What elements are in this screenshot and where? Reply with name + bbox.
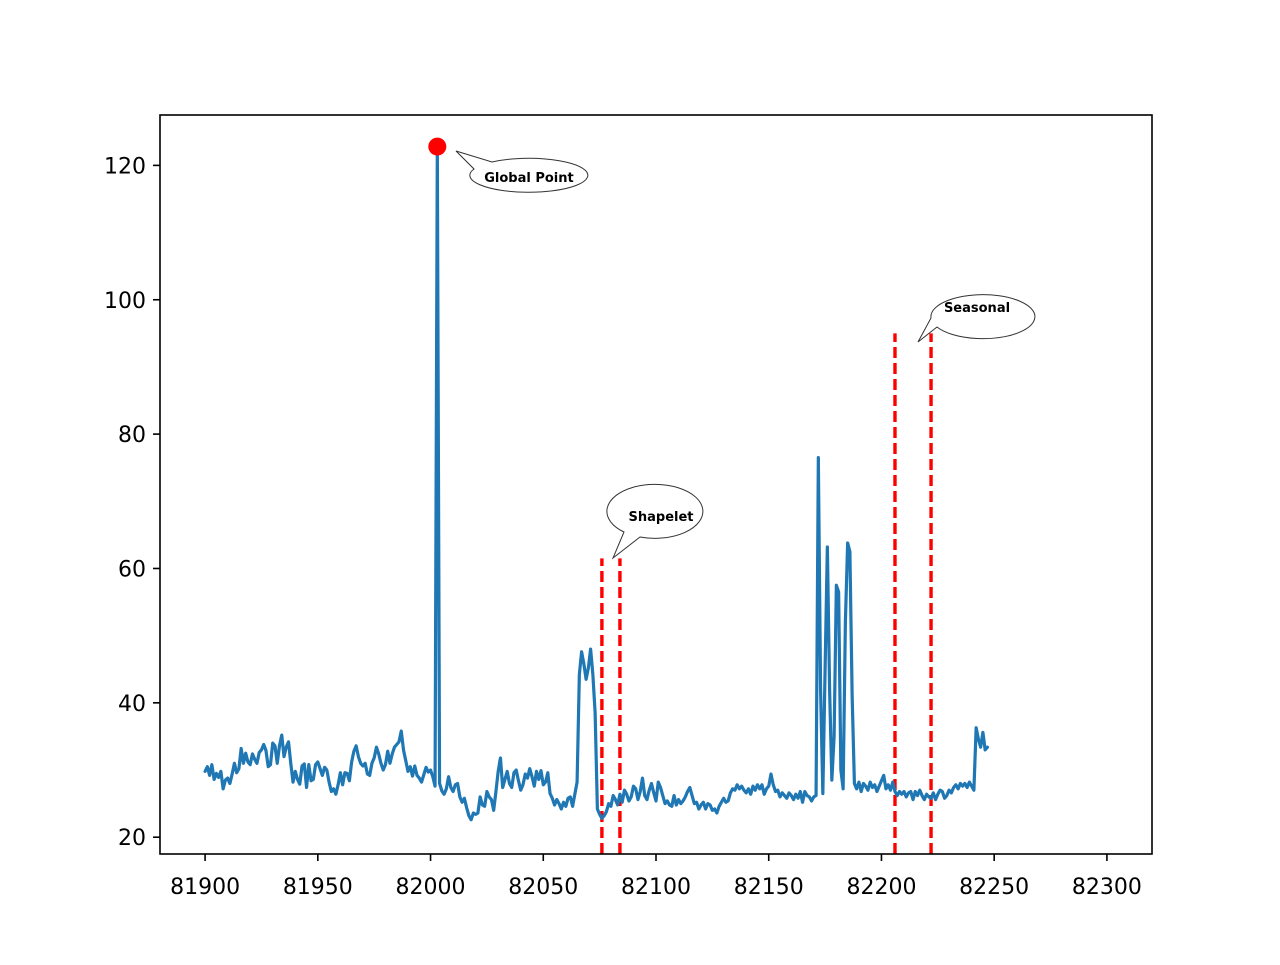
- callout-global-point-bubble: [455, 150, 589, 193]
- series-group: [203, 144, 990, 822]
- series-line-0: [203, 144, 990, 822]
- x-tick-label-0: 81900: [170, 875, 240, 900]
- anomaly-lines: [600, 333, 933, 854]
- y-tick-label-3: 80: [118, 423, 146, 448]
- x-tick-label-2: 82000: [396, 875, 466, 900]
- y-tick-label-0: 20: [118, 826, 146, 851]
- markers: [428, 137, 447, 156]
- y-tick-label-1: 40: [118, 692, 146, 717]
- global-point-marker: [428, 137, 447, 156]
- y-tick-label-2: 60: [118, 557, 146, 582]
- x-tick-label-5: 82150: [734, 875, 804, 900]
- x-tick-label-6: 82200: [846, 875, 916, 900]
- callout-seasonal-bubble: [917, 294, 1036, 343]
- x-tick-label-7: 82250: [959, 875, 1029, 900]
- x-tick-label-1: 81950: [283, 875, 353, 900]
- callout-seasonal-label: Seasonal: [944, 301, 1010, 316]
- x-axis: 81900 81950 82000 82050 82100 82150 82200 82250…: [170, 854, 1142, 900]
- callout-global-point-label: Global Point: [484, 171, 574, 186]
- callout-shapelet-bubble: [606, 483, 704, 560]
- callout-shapelet: Shapelet: [606, 483, 704, 560]
- x-tick-label-4: 82100: [621, 875, 691, 900]
- callout-shapelet-label: Shapelet: [629, 510, 694, 525]
- y-axis: 20 40 60 80 100 120: [104, 154, 160, 851]
- callout-seasonal: Seasonal: [917, 294, 1036, 343]
- y-tick-label-5: 120: [104, 154, 146, 179]
- y-tick-label-4: 100: [104, 289, 146, 314]
- x-tick-label-3: 82050: [508, 875, 578, 900]
- x-tick-label-8: 82300: [1072, 875, 1142, 900]
- callout-global-point: Global Point: [455, 150, 589, 193]
